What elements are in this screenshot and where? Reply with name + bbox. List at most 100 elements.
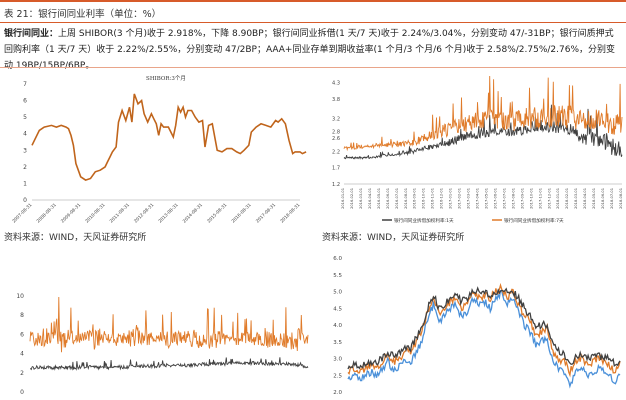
x-tick-label: 2008-08-31 (35, 202, 57, 224)
y-tick-label: 3 (23, 147, 27, 154)
y-tick-label: 5 (23, 114, 27, 121)
x-tick-label: 2018-08-01 (619, 188, 623, 209)
series-line-three-month (347, 282, 621, 378)
x-tick-label: 2018-03-01 (574, 188, 578, 209)
y-tick-label: 4.0 (333, 323, 342, 329)
y-tick-label: 7 (23, 81, 27, 88)
y-tick-label: 6 (23, 98, 27, 105)
x-tick-label: 2018-04-01 (583, 188, 587, 209)
y-tick-label: 6.0 (333, 256, 342, 262)
table-title: 表 21：银行间同业利率（单位：%） (4, 9, 162, 20)
shibor-chart-title: SHIBOR:3个月 (146, 75, 186, 82)
series-line-overnight (29, 357, 309, 371)
y-tick-label: 3.2 (332, 117, 340, 123)
series-line-seven-day (29, 296, 309, 353)
x-tick-label: 2014-08-31 (182, 202, 204, 224)
x-tick-label: 2017-04-01 (476, 188, 480, 209)
y-tick-label: 3.8 (332, 97, 340, 103)
x-tick-label: 2016-10-01 (422, 188, 426, 209)
x-tick-label: 2018-05-01 (592, 188, 596, 209)
x-tick-label: 2016-09-01 (413, 188, 417, 209)
chart-panel-interbank: 1.2 1.7 2.2 2.6 2.8 3.2 3.8 4.3 2016-01-01 2016-0… (322, 72, 626, 228)
x-tick-label: 2016-08-01 (404, 188, 408, 209)
y-tick-label: 2.2 (332, 149, 340, 155)
y-tick-label: 0 (23, 197, 27, 204)
series-line-shibor (31, 93, 307, 181)
x-tick-label: 2016-07-01 (395, 188, 399, 209)
chart-panel-shibor: SHIBOR:3个月 0 1 2 3 4 5 6 7 2007-08-31 2008-08-31 20… (10, 72, 310, 228)
x-tick-label: 2017-08-01 (511, 188, 515, 209)
header-rule (0, 22, 626, 23)
y-tick-label: 2 (23, 164, 27, 171)
y-tick-label: 2.8 (332, 130, 340, 136)
y-tick-label: 2 (20, 370, 24, 377)
source-right: 资料来源：WIND，天风证券研究所 (322, 233, 465, 243)
y-tick-label: 1.2 (332, 182, 340, 188)
y-tick-label: 2.0 (333, 390, 342, 396)
x-tick-label: 2013-08-31 (157, 202, 179, 224)
x-tick-label: 2012-08-31 (133, 202, 155, 224)
y-tick-label: 3.0 (333, 357, 342, 363)
y-tick-label: 1 (23, 180, 27, 187)
y-tick-label: 1.7 (332, 166, 340, 172)
table-header-bar: 表 21：银行间同业利率（单位：%） (0, 0, 626, 24)
repo-chart: 0 2 4 6 8 10 (16, 293, 309, 396)
cd-yield-chart: 2.0 2.5 3.0 3.5 4.0 4.5 5.0 5.5 6.0 (333, 256, 621, 396)
x-tick-label: 2016-01-01 (341, 188, 345, 209)
x-tick-label: 2017-05-01 (484, 188, 488, 209)
x-tick-label: 2016-03-01 (359, 188, 363, 209)
y-tick-label: 5.5 (333, 273, 342, 279)
y-tick-label: 2.6 (332, 136, 340, 142)
x-tick-label: 2016-04-01 (368, 188, 372, 209)
x-tick-label: 2011-08-31 (109, 202, 131, 224)
y-tick-label: 8 (20, 312, 24, 319)
source-left: 资料来源：WIND，天风证券研究所 (4, 233, 147, 243)
series-line-one-month (347, 289, 621, 389)
section-divider (0, 67, 626, 68)
y-tick-label: 3.5 (333, 340, 342, 346)
x-tick-label: 2018-01-01 (556, 188, 560, 209)
y-tick-label: 2.5 (333, 373, 342, 379)
y-tick-label: 4.5 (333, 306, 342, 312)
x-tick-label: 2016-08-31 (230, 202, 252, 224)
x-tick-label: 2010-08-31 (84, 202, 106, 224)
y-tick-label: 6 (20, 331, 24, 338)
summary-lead: 银行间同业： (4, 29, 59, 39)
x-tick-label: 2017-03-01 (467, 188, 471, 209)
x-tick-label: 2017-08-31 (255, 202, 277, 224)
x-tick-label: 2017-01-01 (449, 188, 453, 209)
x-tick-label: 2017-12-01 (547, 188, 551, 209)
chart-panel-cd: 2.0 2.5 3.0 3.5 4.0 4.5 5.0 5.5 6.0 (322, 252, 626, 400)
x-tick-label: 2016-12-01 (440, 188, 444, 209)
x-tick-label: 2017-06-01 (493, 188, 497, 209)
x-tick-label: 2017-09-01 (520, 188, 524, 209)
x-tick-label: 2017-07-01 (502, 188, 506, 209)
x-tick-label: 2015-08-31 (206, 202, 228, 224)
x-tick-label: 2018-02-01 (565, 188, 569, 209)
y-tick-label: 4 (20, 351, 24, 358)
x-tick-label: 2016-05-01 (377, 188, 381, 209)
legend-label: 银行间同业拆借加权利率:7天 (504, 217, 564, 224)
legend-label: 银行间同业拆借加权利率:1天 (394, 217, 454, 224)
x-tick-label: 2016-02-01 (350, 188, 354, 209)
x-tick-label: 2017-02-01 (458, 188, 462, 209)
y-tick-label: 10 (16, 293, 24, 300)
x-tick-label: 2009-08-31 (60, 202, 82, 224)
y-tick-label: 4 (23, 131, 27, 138)
interbank-chart: 1.2 1.7 2.2 2.62.8 3.2 3.8 4.3 2016-01-01 2016-0… (332, 75, 623, 224)
summary-body: 上周 SHIBOR(3 个月)收于 2.918%，下降 8.90BP；银行间同业… (4, 29, 616, 71)
x-tick-label: 2016-06-01 (386, 188, 390, 209)
y-tick-label: 4.3 (332, 81, 340, 87)
x-tick-label: 2018-08-31 (279, 202, 301, 224)
x-tick-label: 2018-07-01 (610, 188, 614, 209)
summary-paragraph: 银行间同业：上周 SHIBOR(3 个月)收于 2.918%，下降 8.90BP… (4, 26, 622, 74)
x-tick-label: 2007-08-31 (11, 202, 33, 224)
x-tick-label: 2017-10-01 (529, 188, 533, 209)
x-tick-label: 2016-11-01 (431, 188, 435, 209)
chart-panel-repo: 0 2 4 6 8 10 (10, 286, 310, 400)
series-line-six-month (347, 286, 621, 370)
y-tick-label: 0 (20, 389, 24, 396)
series-line-seven-day (343, 75, 623, 152)
x-tick-label: 2018-06-01 (601, 188, 605, 209)
